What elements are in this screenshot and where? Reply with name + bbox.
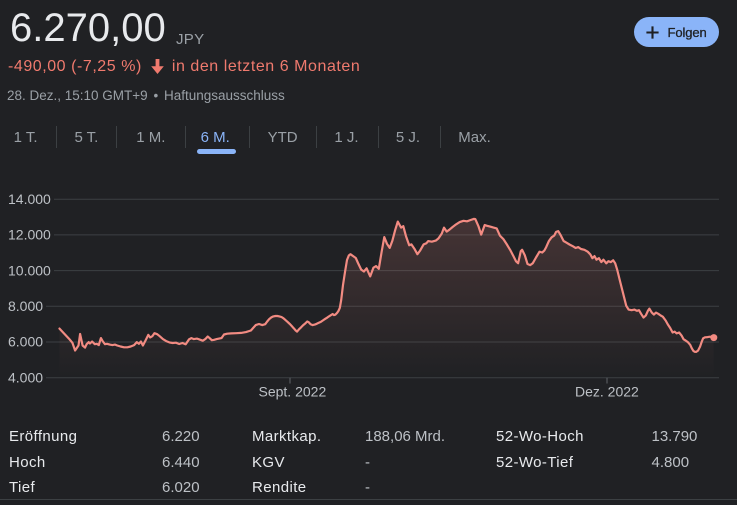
svg-text:6.000: 6.000 xyxy=(8,334,43,350)
svg-text:4.000: 4.000 xyxy=(8,369,43,385)
svg-text:14.000: 14.000 xyxy=(8,191,51,207)
svg-text:10.000: 10.000 xyxy=(8,262,51,278)
svg-text:Sept. 2022: Sept. 2022 xyxy=(259,384,327,400)
svg-text:8.000: 8.000 xyxy=(8,298,43,314)
svg-text:Dez. 2022: Dez. 2022 xyxy=(575,384,639,400)
svg-text:12.000: 12.000 xyxy=(8,227,51,243)
